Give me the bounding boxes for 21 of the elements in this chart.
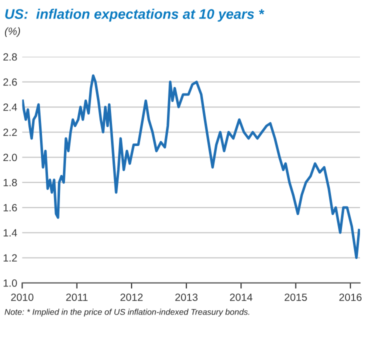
x-tick-label: 2016 (339, 294, 362, 301)
x-tick-label: 2015 (284, 294, 307, 301)
y-tick-label: 2.2 (3, 128, 17, 136)
y-tick-label: 2.0 (3, 154, 17, 162)
y-axis-title: (%) (4, 27, 20, 37)
y-tick-label: 1.8 (4, 178, 17, 186)
y-tick-label: 1.4 (4, 229, 18, 236)
y-tick-label: 2.6 (3, 78, 17, 86)
y-tick-label: 1.0 (4, 279, 17, 287)
text: Note: * Implied in the price of US inflation-indexed Treasury bonds. (4, 308, 250, 317)
chart-title: US: inflation expectations at 10 years * (5, 8, 264, 22)
y-tick-label: 1.6 (4, 204, 17, 212)
x-tick-label: 2010 (11, 294, 34, 301)
x-tick-label: 2014 (230, 294, 252, 301)
line-series (22, 74, 360, 260)
x-tick-label: 2013 (175, 294, 198, 301)
y-tick-label: 1.2 (4, 254, 17, 262)
y-tick-label: 2.8 (3, 53, 17, 61)
x-tick-label: 2011 (66, 294, 88, 301)
x-tick-label: 2012 (120, 294, 143, 301)
y-tick-label: 2.4 (3, 104, 18, 111)
